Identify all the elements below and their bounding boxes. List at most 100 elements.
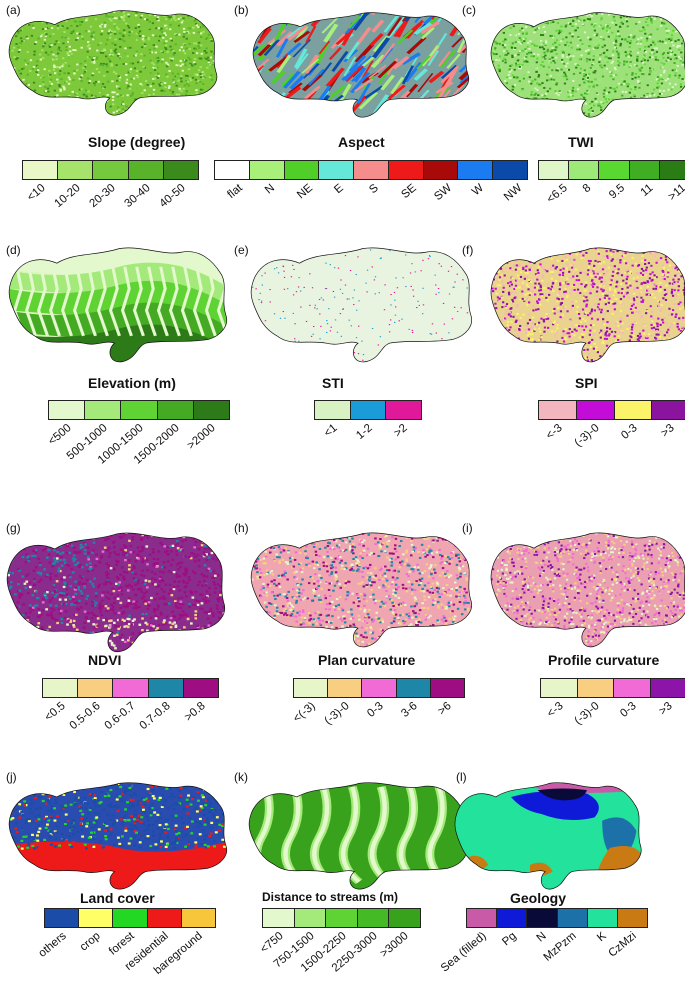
legend-swatch [493,161,528,179]
legend-tick-label: >3000 [378,930,412,960]
legend-tick-label: <6.5 [544,182,570,206]
legend-swatch [350,401,387,419]
legend-swatch [85,401,122,419]
map-d [8,245,230,365]
legend-bar-a [22,160,199,180]
legend-swatch [319,161,355,179]
legend-tick-label: crop [77,930,103,954]
legend-tick-label: >6 [435,700,454,718]
legend-swatch [396,679,431,697]
legend-title-h: Plan curvature [318,652,416,668]
legend-swatch [49,401,86,419]
legend-title-d: Elevation (m) [88,375,176,391]
legend-swatch [326,909,358,927]
legend-title-l: Geology [510,890,567,906]
legend-tick-label: 0-3 [617,700,639,720]
legend-title-a: Slope (degree) [88,134,186,150]
legend-title-e: STI [322,375,344,391]
legend-swatch [614,401,653,419]
legend-swatch [249,161,285,179]
legend-tick-label: N [534,930,549,945]
legend-bar-h [293,678,465,698]
panel-label-h: (h) [234,521,249,535]
legend-tick-label: W [470,182,487,199]
map-e [250,245,475,365]
legend-swatch [284,161,320,179]
legend-swatch [113,909,148,927]
legend-tick-label: <(-3) [291,700,318,726]
legend-bar-b [214,160,528,180]
legend-tick-label: E [332,182,347,197]
legend-swatch [467,909,498,927]
legend-swatch [388,161,424,179]
panel-label-f: (f) [462,243,474,257]
legend-bar-j [44,908,216,928]
legend-swatch [497,909,528,927]
legend-tick-label: (-3)-0 [572,422,602,450]
legend-swatch [539,161,570,179]
panel-label-l: (l) [456,770,467,784]
legend-tick-label: 0.6-0.7 [102,700,138,733]
panel-label-d: (d) [6,243,21,257]
legend-bar-i [540,678,685,698]
legend-tick-label: <10 [24,182,48,204]
panel-label-i: (i) [462,521,473,535]
legend-tick-label: >3 [659,422,677,440]
legend-swatch [354,161,389,179]
map-i [490,530,685,650]
legend-tick-label: <500 [46,422,74,448]
legend-swatch [43,679,79,697]
legend-swatch [389,909,420,927]
legend-swatch [113,679,149,697]
legend-tick-label: (-3)-0 [572,700,603,728]
map-f [490,245,685,365]
legend-title-i: Profile curvature [548,652,660,668]
legend-swatch [181,909,216,927]
legend-bar-e [314,400,422,420]
legend-swatch [650,679,685,697]
legend-tick-label: 0.5-0.6 [67,700,103,733]
panel-label-b: (b) [234,3,249,17]
legend-tick-label: CzMzi [606,930,639,960]
legend-tick-label: >3 [656,700,675,718]
legend-swatch [577,679,614,697]
legend-swatch [659,161,685,179]
legend-swatch [294,679,329,697]
panel-label-j: (j) [6,770,17,784]
legend-swatch [423,161,459,179]
panel-label-g: (g) [6,521,21,535]
legend-swatch [45,909,80,927]
map-c [490,10,685,120]
legend-bar-l [466,908,648,928]
legend-tick-label: 0-3 [365,700,386,720]
legend-swatch [458,161,494,179]
legend-tick-label: Sea (filled) [438,930,489,975]
legend-tick-label: 11 [638,182,656,199]
map-j [8,780,230,892]
legend-swatch [58,161,94,179]
legend-tick-label: SE [399,182,419,202]
legend-tick-label: 9.5 [607,182,628,202]
legend-tick-label: <0.5 [42,700,68,724]
legend-tick-label: <-3 [543,422,565,443]
legend-swatch [614,679,651,697]
legend-swatch [629,161,660,179]
legend-swatch [163,161,199,179]
legend-tick-label: >2 [392,422,411,440]
legend-swatch [23,161,59,179]
legend-title-b: Aspect [338,134,385,150]
legend-tick-label: N [262,182,278,197]
legend-swatch [294,909,327,927]
legend-tick-label: 0.7-0.8 [137,700,173,733]
map-a [8,8,220,118]
legend-swatch [157,401,194,419]
legend-swatch [557,909,588,927]
legend-swatch [78,679,114,697]
legend-swatch [93,161,129,179]
legend-title-f: SPI [575,375,598,391]
legend-swatch [121,401,158,419]
panel-label-k: (k) [234,770,248,784]
legend-swatch [541,679,578,697]
legend-bar-f [538,400,685,420]
legend-tick-label: 30-40 [121,182,153,211]
